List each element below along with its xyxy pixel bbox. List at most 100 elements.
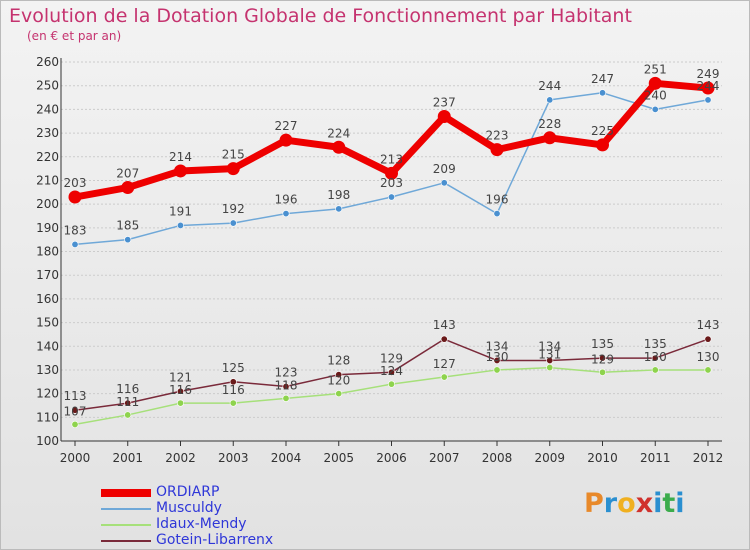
x-tick-label-2012: 2012 — [693, 451, 724, 465]
data-label-gotein-libarrenx-2002: 121 — [169, 370, 192, 384]
point-gotein-libarrenx-2000 — [71, 406, 79, 414]
point-idaux-mendy-2001 — [124, 411, 132, 419]
proxiti-logo: Proxiti — [584, 488, 685, 519]
x-tick-label-2001: 2001 — [112, 451, 143, 465]
data-label-musculdy-2000: 183 — [64, 223, 87, 237]
point-gotein-libarrenx-2009 — [546, 356, 554, 364]
y-tick-label-120: 120 — [36, 387, 59, 401]
logo-letter: r — [603, 488, 618, 519]
x-tick-label-2007: 2007 — [429, 451, 460, 465]
point-ordiarp-2007 — [437, 109, 451, 123]
x-tick-label-2009: 2009 — [534, 451, 565, 465]
point-musculdy-2004 — [282, 210, 290, 218]
data-label-ordiarp-2006: 213 — [380, 152, 403, 166]
data-label-musculdy-2011: 240 — [644, 88, 667, 102]
data-label-gotein-libarrenx-2008: 134 — [486, 339, 509, 353]
legend-label-ordiarp: ORDIARP — [156, 484, 220, 500]
data-label-ordiarp-2010: 225 — [591, 124, 614, 138]
point-idaux-mendy-2000 — [71, 420, 79, 428]
point-ordiarp-2010 — [596, 138, 609, 152]
y-tick-label-250: 250 — [36, 79, 59, 93]
point-idaux-mendy-2003 — [229, 399, 237, 407]
point-ordiarp-2001 — [121, 181, 135, 195]
point-ordiarp-2012 — [701, 81, 715, 95]
point-musculdy-2010 — [598, 89, 606, 97]
point-musculdy-2009 — [546, 96, 554, 104]
data-label-ordiarp-2007: 237 — [433, 95, 456, 109]
x-tick-label-2005: 2005 — [323, 451, 354, 465]
y-tick-label-240: 240 — [36, 102, 59, 116]
chart-title: Evolution de la Dotation Globale de Fonc… — [9, 5, 632, 27]
legend-swatch-idaux-mendy — [101, 524, 151, 526]
legend-label-musculdy: Musculdy — [156, 500, 222, 516]
data-label-gotein-libarrenx-2006: 129 — [380, 351, 403, 365]
y-tick-label-210: 210 — [36, 173, 59, 187]
point-ordiarp-2011 — [648, 76, 662, 90]
data-label-idaux-mendy-2002: 116 — [169, 383, 192, 397]
x-tick-label-2011: 2011 — [640, 451, 671, 465]
point-gotein-libarrenx-2008 — [493, 356, 501, 364]
point-ordiarp-2008 — [490, 143, 504, 157]
data-label-ordiarp-2002: 214 — [169, 150, 192, 164]
data-label-idaux-mendy-2008: 130 — [486, 350, 509, 364]
legend-swatch-musculdy — [101, 508, 151, 510]
point-ordiarp-2006 — [385, 166, 398, 180]
data-label-idaux-mendy-2010: 129 — [591, 352, 614, 366]
legend-label-gotein-libarrenx: Gotein-Libarrenx — [156, 532, 274, 548]
data-label-idaux-mendy-2007: 127 — [433, 357, 456, 371]
logo-letter: i — [653, 488, 663, 519]
legend-item-musculdy: Musculdy — [101, 500, 361, 517]
legend-swatch-ordiarp — [101, 489, 151, 497]
point-idaux-mendy-2007 — [440, 373, 448, 381]
point-gotein-libarrenx-2001 — [124, 399, 132, 407]
data-label-ordiarp-2008: 223 — [486, 129, 509, 143]
data-label-ordiarp-2000: 203 — [64, 176, 87, 190]
x-tick-label-2002: 2002 — [165, 451, 196, 465]
data-label-musculdy-2008: 196 — [486, 193, 509, 207]
data-label-idaux-mendy-2011: 130 — [644, 350, 667, 364]
point-gotein-libarrenx-2004 — [282, 383, 290, 391]
data-label-musculdy-2007: 209 — [433, 162, 456, 176]
y-tick-label-230: 230 — [36, 126, 59, 140]
point-gotein-libarrenx-2005 — [335, 371, 343, 379]
y-tick-label-160: 160 — [36, 292, 59, 306]
y-tick-label-200: 200 — [36, 197, 59, 211]
logo-letter: P — [584, 488, 604, 519]
point-musculdy-2000 — [71, 240, 79, 248]
data-label-ordiarp-2012: 249 — [697, 67, 720, 81]
data-label-ordiarp-2003: 215 — [222, 148, 245, 162]
logo-letter: o — [617, 488, 636, 519]
legend-swatch-gotein-libarrenx — [101, 540, 151, 542]
point-musculdy-2005 — [335, 205, 343, 213]
data-label-ordiarp-2004: 227 — [275, 119, 298, 133]
data-label-gotein-libarrenx-2005: 128 — [327, 354, 350, 368]
point-gotein-libarrenx-2011 — [651, 354, 659, 362]
point-musculdy-2007 — [440, 179, 448, 187]
point-gotein-libarrenx-2007 — [440, 335, 448, 343]
data-label-idaux-mendy-2003: 116 — [222, 383, 245, 397]
data-label-musculdy-2003: 192 — [222, 202, 245, 216]
x-tick-label-2003: 2003 — [218, 451, 249, 465]
data-label-gotein-libarrenx-2010: 135 — [591, 337, 614, 351]
x-tick-label-2008: 2008 — [482, 451, 513, 465]
point-musculdy-2011 — [651, 105, 659, 113]
y-tick-label-110: 110 — [36, 410, 59, 424]
point-musculdy-2002 — [177, 221, 185, 229]
data-label-gotein-libarrenx-2011: 135 — [644, 337, 667, 351]
point-idaux-mendy-2011 — [651, 366, 659, 374]
point-gotein-libarrenx-2003 — [229, 378, 237, 386]
legend: ORDIARP Musculdy Idaux-Mendy Gotein-Liba… — [101, 484, 361, 549]
y-tick-label-130: 130 — [36, 363, 59, 377]
data-label-musculdy-2002: 191 — [169, 204, 192, 218]
data-label-gotein-libarrenx-2003: 125 — [222, 361, 245, 375]
y-tick-label-150: 150 — [36, 316, 59, 330]
x-tick-label-2006: 2006 — [376, 451, 407, 465]
data-label-musculdy-2012: 244 — [697, 79, 720, 93]
point-idaux-mendy-2009 — [546, 364, 554, 372]
point-gotein-libarrenx-2012 — [704, 335, 712, 343]
data-label-gotein-libarrenx-2000: 113 — [64, 389, 87, 403]
data-label-musculdy-2010: 247 — [591, 72, 614, 86]
data-label-musculdy-2005: 198 — [327, 188, 350, 202]
